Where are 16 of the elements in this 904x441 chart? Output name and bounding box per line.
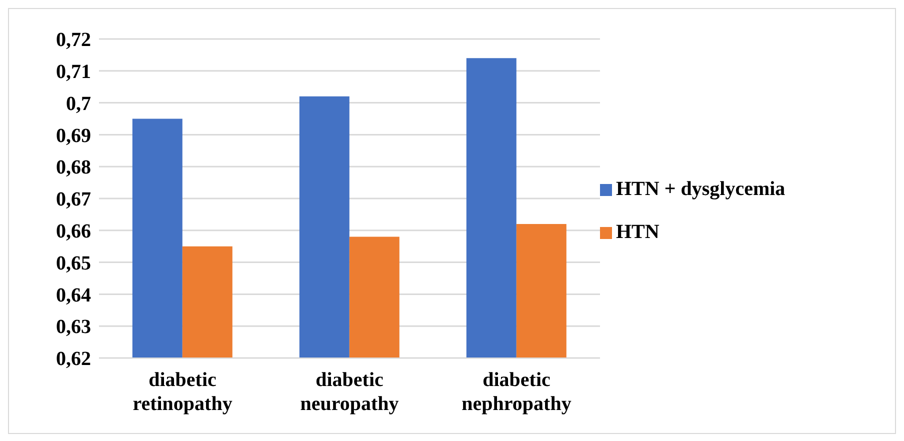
y-tick-label: 0,65 [56, 252, 91, 274]
y-tick-label: 0,69 [56, 124, 91, 147]
x-tick-label: diabetic nephropathy [462, 369, 572, 415]
x-tick-label: diabetic retinopathy [132, 369, 232, 415]
y-tick-label: 0,66 [56, 220, 91, 242]
legend-label: HTN [616, 221, 660, 244]
y-tick-label: 0,71 [56, 61, 91, 83]
y-tick-label: 0,64 [56, 284, 91, 306]
legend-label: HTN + dysglycemia [616, 178, 786, 201]
y-tick-label: 0,72 [56, 29, 91, 52]
y-tick-label: 0,63 [56, 316, 91, 338]
y-tick-label: 0,62 [56, 348, 91, 370]
x-tick-label: diabetic neuropathy [300, 369, 399, 415]
y-tick-label: 0,67 [56, 188, 91, 211]
y-tick-label: 0,68 [56, 156, 91, 179]
y-tick-label: 0,7 [66, 92, 91, 115]
